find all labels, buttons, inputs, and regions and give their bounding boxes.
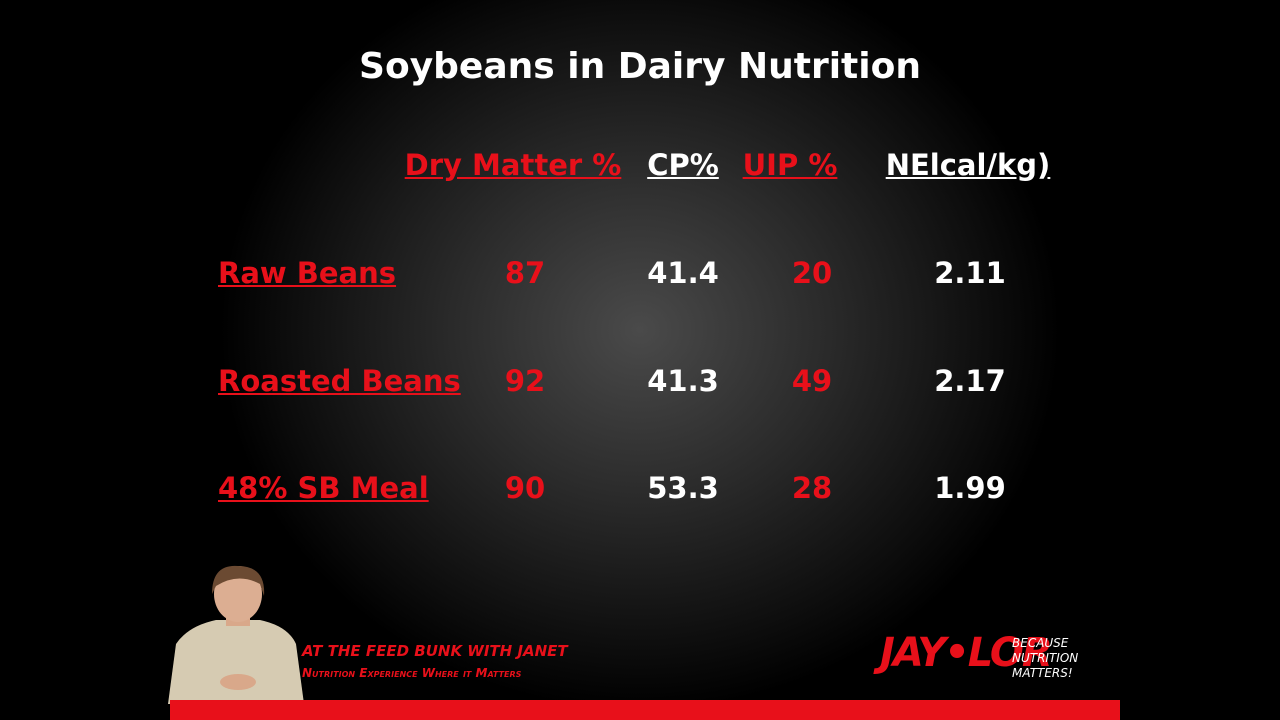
table-cell: 87 <box>504 256 546 290</box>
presenter-photo <box>168 565 304 704</box>
table-cell: 1.99 <box>934 471 1006 505</box>
row-label: 48% SB Meal <box>218 471 429 505</box>
row-label: Roasted Beans <box>218 364 461 398</box>
tagline: MATTERS! <box>1012 666 1073 680</box>
column-header: UIP % <box>742 148 838 182</box>
table-cell: 20 <box>791 256 833 290</box>
table-cell: 2.17 <box>934 364 1006 398</box>
table-cell: 49 <box>791 364 833 398</box>
column-header: NElcal/kg) <box>885 148 1051 182</box>
column-header: CP% <box>647 148 719 182</box>
table-cell: 28 <box>791 471 833 505</box>
logo: JAY•LOR <box>880 630 1053 676</box>
table-cell: 92 <box>504 364 546 398</box>
table-cell: 2.11 <box>934 256 1006 290</box>
tagline: BECAUSE <box>1012 636 1069 650</box>
column-header: Dry Matter % <box>404 148 622 182</box>
table-cell: 53.3 <box>647 471 719 505</box>
tagline: NUTRITION <box>1012 651 1079 665</box>
table-cell: 90 <box>504 471 546 505</box>
table-cell: 41.3 <box>647 364 719 398</box>
row-label: Raw Beans <box>218 256 397 290</box>
show-title: AT THE FEED BUNK WITH JANET <box>302 642 568 660</box>
show-subtitle: Nutrition Experience Where it Matters <box>302 666 522 680</box>
footer-bar <box>170 700 1120 720</box>
table-cell: 41.4 <box>647 256 719 290</box>
slide-title: Soybeans in Dairy Nutrition <box>359 46 921 87</box>
